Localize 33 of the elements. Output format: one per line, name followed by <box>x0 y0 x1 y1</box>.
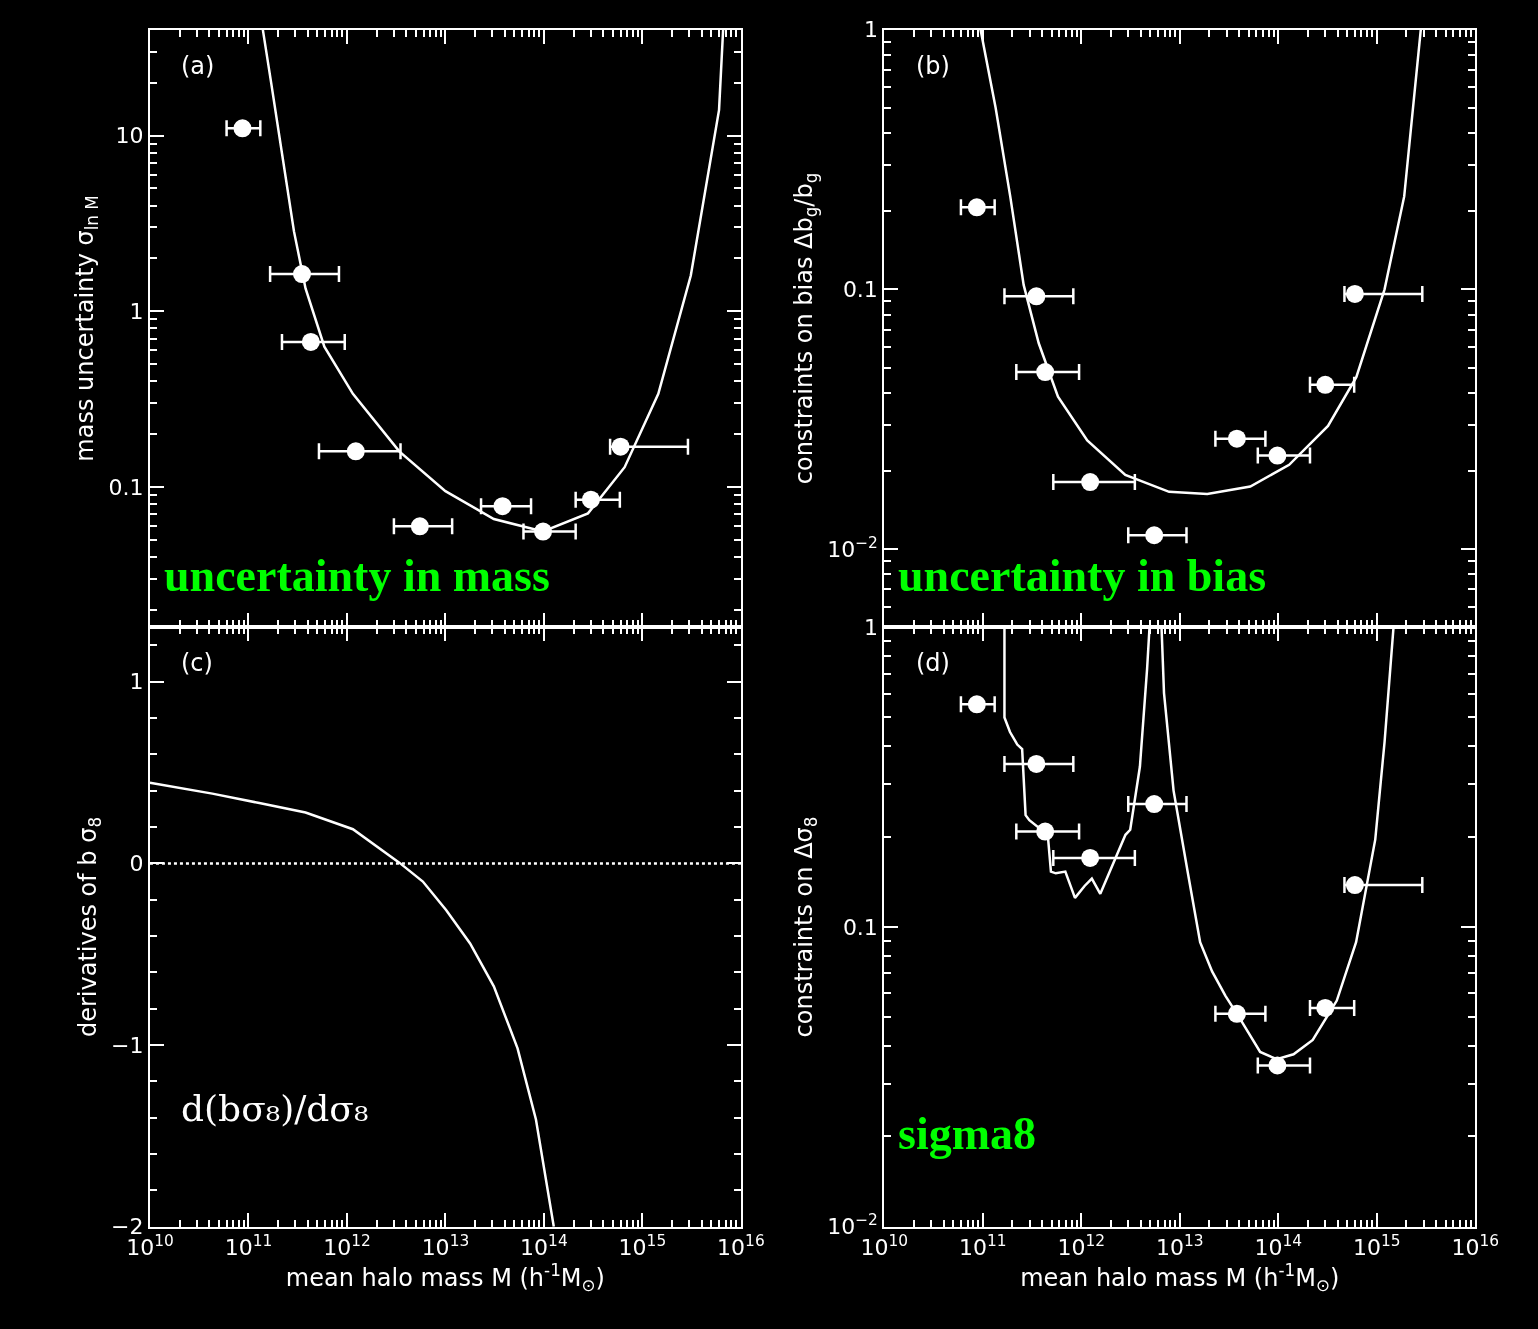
x-tick-label: 10$^{14}$ <box>520 1231 568 1261</box>
y-tick-label: 1 <box>863 17 878 43</box>
x-tick-label: 10$^{11}$ <box>958 1231 1007 1261</box>
y-tick-label: 10 <box>115 123 144 149</box>
x-tick-label: 10$^{12}$ <box>1057 1231 1106 1261</box>
x-tick-label: 10$^{12}$ <box>323 1231 371 1261</box>
x-tick-label: 10$^{15}$ <box>1352 1231 1401 1261</box>
y-tick-label: 1 <box>129 299 144 325</box>
y-tick-label: 1 <box>863 614 878 640</box>
x-tick-label: 10$^{13}$ <box>421 1231 470 1261</box>
x-tick-label: 10$^{14}$ <box>1254 1231 1303 1261</box>
annotation: d(bσ₈)/dσ₈ <box>181 1088 369 1129</box>
x-tick-label: 10$^{15}$ <box>618 1231 667 1261</box>
x-axis-title: mean halo mass M (h$^{-1}$M$_{⊙}$) <box>1020 1260 1340 1296</box>
y-tick-label: 10$^{−2}$ <box>827 533 878 562</box>
y-tick-label: 0.1 <box>842 914 878 940</box>
x-tick-label: 10$^{13}$ <box>1155 1231 1204 1261</box>
y-tick-label: 1 <box>129 669 144 695</box>
annotation: sigma8 <box>898 1108 1036 1159</box>
x-axis-title: mean halo mass M (h$^{-1}$M$_{⊙}$) <box>285 1260 605 1296</box>
x-tick-label: 10$^{16}$ <box>717 1231 765 1261</box>
annotation: (b) <box>916 52 950 80</box>
y-tick-label: 0 <box>129 851 144 877</box>
y-tick-label: 0.1 <box>842 277 878 303</box>
y-tick-label: 0.1 <box>108 474 144 500</box>
annotation: (c) <box>181 649 213 677</box>
x-tick-label: 10$^{16}$ <box>1451 1231 1500 1261</box>
y-tick-label: −1 <box>111 1032 144 1058</box>
annotation: (d) <box>916 649 950 677</box>
annotation: uncertainty in bias <box>898 550 1267 601</box>
annotation: uncertainty in mass <box>164 550 550 601</box>
annotation: (a) <box>181 52 215 80</box>
x-tick-label: 10$^{11}$ <box>224 1231 273 1261</box>
